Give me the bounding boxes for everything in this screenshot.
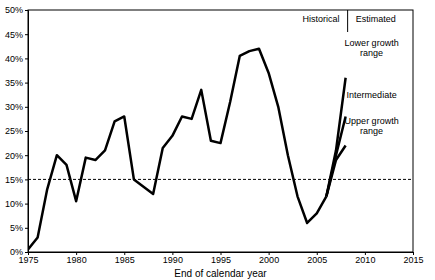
y-tick-label: 25% bbox=[5, 126, 23, 136]
x-axis: 197519801985199019952000200520102015 bbox=[18, 252, 423, 265]
y-tick-mark bbox=[25, 131, 28, 132]
header-label: Estimated bbox=[356, 14, 396, 24]
y-tick: 40% bbox=[5, 54, 28, 64]
y-tick: 25% bbox=[5, 126, 28, 136]
x-tick-label: 1980 bbox=[67, 255, 87, 265]
y-tick-mark bbox=[25, 155, 28, 156]
y-tick-mark bbox=[25, 179, 28, 180]
y-tick-label: 30% bbox=[5, 102, 23, 112]
y-tick-label: 0% bbox=[10, 247, 23, 257]
header-label: Historical bbox=[303, 14, 340, 24]
y-tick-mark bbox=[25, 252, 28, 253]
y-tick-label: 40% bbox=[5, 54, 23, 64]
series-line bbox=[326, 116, 345, 196]
y-tick: 35% bbox=[5, 78, 28, 88]
y-tick: 50% bbox=[5, 5, 28, 15]
x-tick-label: 2000 bbox=[259, 255, 279, 265]
x-tick-label: 2005 bbox=[307, 255, 327, 265]
y-tick: 30% bbox=[5, 102, 28, 112]
y-tick-label: 15% bbox=[5, 175, 23, 185]
y-tick-mark bbox=[25, 83, 28, 84]
x-tick: 2010 bbox=[355, 252, 375, 265]
divider bbox=[347, 10, 348, 32]
y-tick: 15% bbox=[5, 175, 28, 185]
y-tick: 10% bbox=[5, 199, 28, 209]
y-tick-mark bbox=[25, 34, 28, 35]
series-label: Upper growthrange bbox=[345, 116, 399, 136]
x-tick: 1990 bbox=[163, 252, 183, 265]
y-tick: 45% bbox=[5, 30, 28, 40]
y-tick: 20% bbox=[5, 151, 28, 161]
y-tick: 5% bbox=[10, 223, 28, 233]
reference-line bbox=[28, 179, 413, 180]
x-tick-label: 2015 bbox=[403, 255, 423, 265]
x-tick: 1985 bbox=[115, 252, 135, 265]
y-tick-label: 35% bbox=[5, 78, 23, 88]
x-tick-label: 1985 bbox=[115, 255, 135, 265]
series-line bbox=[28, 49, 326, 250]
y-tick-mark bbox=[25, 204, 28, 205]
y-tick-label: 20% bbox=[5, 151, 23, 161]
chart: 1975198019851990199520002005201020150%5%… bbox=[0, 0, 435, 280]
y-tick-mark bbox=[25, 107, 28, 108]
series-line bbox=[326, 78, 345, 197]
x-tick-label: 2010 bbox=[355, 255, 375, 265]
x-tick: 2005 bbox=[307, 252, 327, 265]
x-tick: 1980 bbox=[67, 252, 87, 265]
y-tick-label: 45% bbox=[5, 30, 23, 40]
y-tick-mark bbox=[25, 58, 28, 59]
series-label: Intermediate bbox=[347, 90, 397, 100]
x-tick: 2000 bbox=[259, 252, 279, 265]
x-tick: 2015 bbox=[403, 252, 423, 265]
y-tick-label: 50% bbox=[5, 5, 23, 15]
series-label: Lower growthrange bbox=[345, 38, 399, 58]
x-tick-label: 1995 bbox=[211, 255, 231, 265]
y-tick-label: 5% bbox=[10, 223, 23, 233]
y-axis: 0% 5% 10% 15% 20% 25% 30% 35% 40% 45% 50% bbox=[5, 5, 29, 257]
y-tick-mark bbox=[25, 10, 28, 11]
x-tick-label: 1990 bbox=[163, 255, 183, 265]
series-line bbox=[326, 146, 345, 197]
plot-area bbox=[28, 49, 413, 250]
y-tick-label: 10% bbox=[5, 199, 23, 209]
y-tick: 0% bbox=[10, 247, 28, 257]
x-axis-title: End of calendar year bbox=[174, 268, 267, 279]
plot-frame bbox=[28, 10, 413, 252]
x-tick: 1995 bbox=[211, 252, 231, 265]
y-tick-mark bbox=[25, 228, 28, 229]
y-axis-line bbox=[25, 11, 29, 253]
